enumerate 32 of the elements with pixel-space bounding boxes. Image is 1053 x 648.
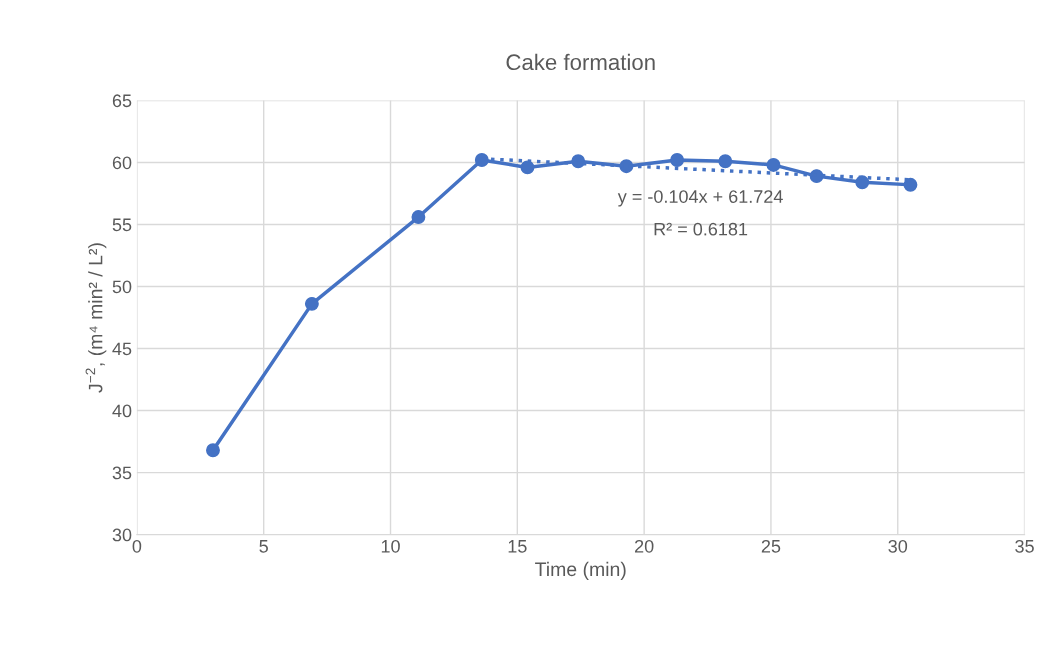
y-tick-label: 50 bbox=[112, 280, 132, 294]
y-tick-label: 30 bbox=[112, 528, 132, 542]
point bbox=[520, 160, 535, 175]
point bbox=[855, 175, 870, 190]
annotation: y = -0.104x + 61.724 bbox=[617, 190, 783, 207]
point bbox=[304, 296, 319, 311]
y-tick-label: 40 bbox=[112, 404, 132, 418]
x-tick-label: 35 bbox=[1015, 539, 1034, 553]
point bbox=[718, 154, 733, 169]
point bbox=[766, 157, 781, 172]
point bbox=[206, 443, 220, 458]
point bbox=[670, 153, 685, 167]
chart-title: Cake formation bbox=[506, 53, 655, 71]
x-tick-label: 5 bbox=[259, 540, 268, 553]
x-axis-title: Time (min) bbox=[535, 561, 626, 580]
y-tick-label: 35 bbox=[112, 466, 132, 480]
point bbox=[474, 153, 489, 167]
x-tick-label: 25 bbox=[761, 539, 781, 553]
x-tick-label: 20 bbox=[635, 539, 654, 553]
x-tick-label: 30 bbox=[888, 539, 908, 553]
point bbox=[571, 154, 586, 169]
x-tick-label: 0 bbox=[132, 539, 142, 553]
point bbox=[411, 210, 426, 224]
y-axis-title: J$^{−2}$, (m⁴ min² / L²) bbox=[85, 243, 107, 393]
y-tick-label: 45 bbox=[112, 342, 132, 356]
annotation: R² = 0.6181 bbox=[654, 222, 748, 236]
x-tick-label: 10 bbox=[381, 539, 400, 553]
x-tick-label: 15 bbox=[508, 540, 527, 553]
y-tick-label: 60 bbox=[112, 156, 132, 170]
y-tick-label: 65 bbox=[112, 94, 132, 108]
point bbox=[903, 177, 918, 192]
y-tick-label: 55 bbox=[112, 218, 132, 232]
